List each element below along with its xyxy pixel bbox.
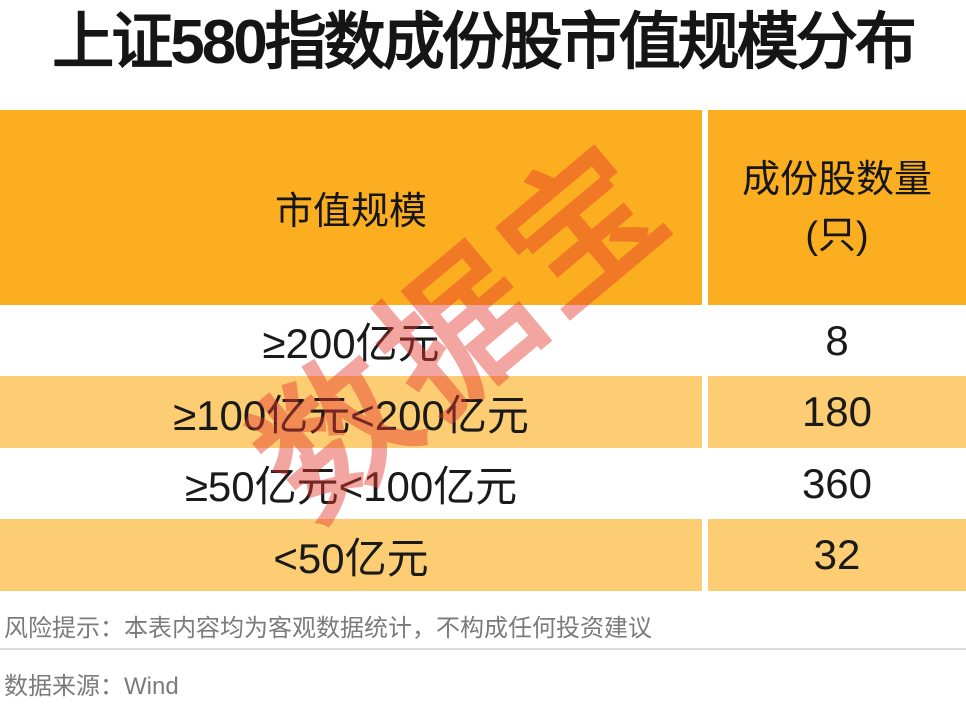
row-label: ≥200亿元 <box>262 320 440 367</box>
header-label-count-line1: 成份股数量 <box>741 158 932 201</box>
row-value-cell: 32 <box>708 519 966 591</box>
column-divider <box>702 110 708 305</box>
row-label-cell: <50亿元 <box>0 519 702 591</box>
row-value-cell: 8 <box>708 305 966 376</box>
row-value-cell: 180 <box>708 376 966 448</box>
column-divider <box>702 305 708 376</box>
page-title: 上证580指数成份股市值规模分布 <box>52 8 916 77</box>
row-value: 8 <box>825 316 849 364</box>
column-divider <box>702 376 708 448</box>
row-label: <50亿元 <box>273 534 429 582</box>
row-value: 32 <box>813 531 861 578</box>
row-value: 360 <box>801 459 873 507</box>
row-label-cell: ≥100亿元<200亿元 <box>0 376 702 448</box>
row-label: ≥50亿元<100亿元 <box>184 463 518 510</box>
table-row: ≥100亿元<200亿元 180 <box>0 376 966 448</box>
header-cell-market-cap: 市值规模 <box>0 110 702 305</box>
row-label-cell: ≥200亿元 <box>0 305 702 376</box>
header-label-market-cap: 市值规模 <box>274 191 427 233</box>
footer-divider-line <box>0 648 966 650</box>
table-row: <50亿元 32 <box>0 519 966 591</box>
data-source-text: 数据来源：Wind <box>4 673 179 700</box>
table-row: ≥50亿元<100亿元 360 <box>0 448 966 519</box>
table-row: ≥200亿元 8 <box>0 305 966 376</box>
row-label: ≥100亿元<200亿元 <box>173 391 529 439</box>
column-divider <box>702 519 708 591</box>
column-divider <box>702 448 708 519</box>
header-cell-count: 成份股数量 (只) <box>708 110 966 305</box>
table-header-row: 市值规模 成份股数量 (只) <box>0 110 966 305</box>
row-value: 180 <box>801 388 873 435</box>
header-label-count-line2: (只) <box>805 214 869 257</box>
row-value-cell: 360 <box>708 448 966 519</box>
row-label-cell: ≥50亿元<100亿元 <box>0 448 702 519</box>
risk-disclaimer-text: 风险提示：本表内容均为客观数据统计，不构成任何投资建议 <box>4 615 652 642</box>
header-label-count: 成份股数量 (只) <box>742 152 932 264</box>
market-cap-table: 市值规模 成份股数量 (只) ≥200亿元 8 ≥100亿元<200亿元 180… <box>0 110 966 591</box>
